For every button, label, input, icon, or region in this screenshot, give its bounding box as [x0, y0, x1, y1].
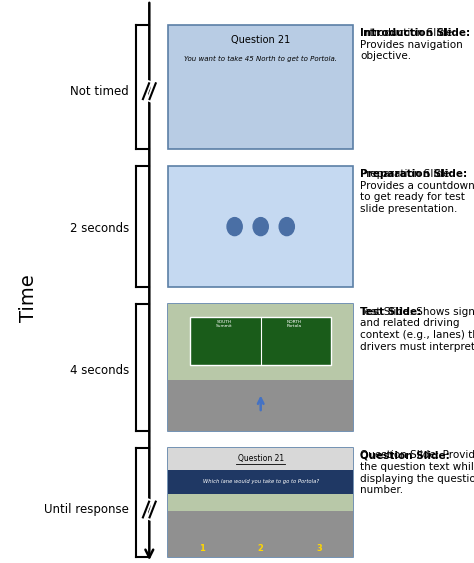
Text: Which lane would you take to go to Portola?: Which lane would you take to go to Porto…	[203, 479, 319, 484]
Text: 1: 1	[199, 544, 204, 553]
Text: 2 seconds: 2 seconds	[70, 221, 129, 235]
FancyBboxPatch shape	[168, 166, 353, 287]
Text: Question 21: Question 21	[231, 35, 290, 46]
Text: Question 21: Question 21	[237, 454, 284, 463]
Text: Test Slide: Shows sign
and related driving
context (e.g., lanes) that
drivers mu: Test Slide: Shows sign and related drivi…	[360, 307, 474, 352]
Text: Preparation Slide:
Provides a countdown
to get ready for test
slide presentation: Preparation Slide: Provides a countdown …	[360, 169, 474, 214]
FancyBboxPatch shape	[168, 448, 353, 557]
Text: Test Slide:: Test Slide:	[360, 307, 421, 317]
Circle shape	[227, 218, 242, 236]
FancyBboxPatch shape	[168, 304, 353, 380]
Text: 4 seconds: 4 seconds	[70, 364, 129, 377]
Circle shape	[279, 218, 294, 236]
FancyBboxPatch shape	[168, 380, 353, 431]
Text: Introduction Slide:
Provides navigation
objective.: Introduction Slide: Provides navigation …	[360, 28, 463, 61]
Text: Question Slide:: Question Slide:	[360, 450, 450, 461]
Text: Not timed: Not timed	[70, 84, 129, 98]
FancyBboxPatch shape	[168, 511, 353, 557]
FancyBboxPatch shape	[168, 25, 353, 149]
Text: Until response: Until response	[44, 503, 129, 516]
FancyBboxPatch shape	[191, 316, 331, 365]
Text: 3: 3	[317, 544, 323, 553]
Text: You want to take 45 North to get to Portola.: You want to take 45 North to get to Port…	[184, 56, 337, 62]
FancyBboxPatch shape	[168, 470, 353, 511]
FancyBboxPatch shape	[168, 448, 353, 470]
Text: Time: Time	[19, 275, 38, 322]
Text: Question Slide: Provides
the question text while
displaying the question
number.: Question Slide: Provides the question te…	[360, 450, 474, 495]
Text: SOUTH
Summit: SOUTH Summit	[216, 320, 233, 328]
Text: Preparation Slide:: Preparation Slide:	[360, 169, 467, 179]
Text: NORTH
Portola: NORTH Portola	[287, 320, 302, 328]
Text: 2: 2	[258, 544, 264, 553]
FancyBboxPatch shape	[168, 304, 353, 431]
Circle shape	[253, 218, 268, 236]
FancyBboxPatch shape	[168, 470, 353, 494]
Text: Introduction Slide:: Introduction Slide:	[360, 28, 470, 38]
